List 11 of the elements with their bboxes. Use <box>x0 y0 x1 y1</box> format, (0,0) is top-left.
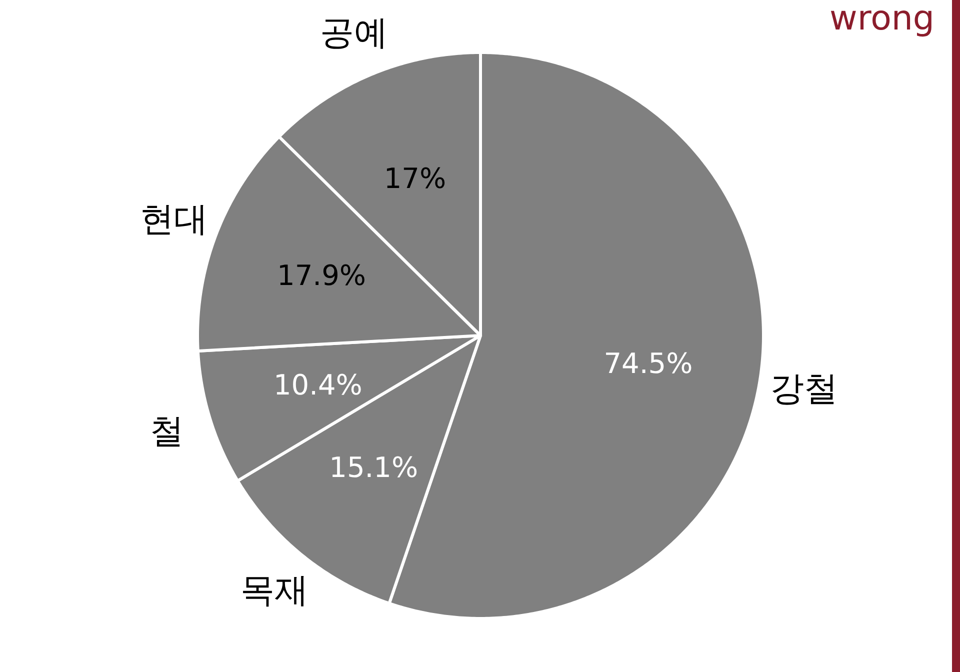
data-label: 74.5% <box>604 346 693 380</box>
data-label: 17.9% <box>277 258 366 292</box>
slice-label: 공예 <box>320 12 388 53</box>
data-label: 17% <box>384 162 446 196</box>
slice-label: 철 <box>150 411 184 452</box>
data-label: 15.1% <box>329 451 418 484</box>
slice-label: 강철 <box>770 369 838 410</box>
slice-label: 현대 <box>140 199 208 240</box>
slice-label: 목재 <box>240 570 308 611</box>
data-label: 10.4% <box>273 368 362 402</box>
text: wrong <box>830 0 935 38</box>
